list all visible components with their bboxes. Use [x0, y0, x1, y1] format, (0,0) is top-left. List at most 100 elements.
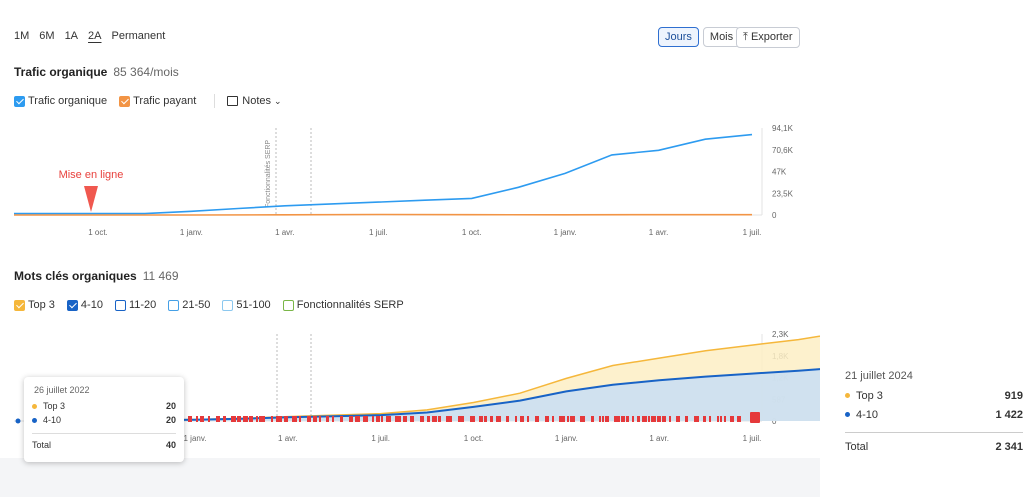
- event-flag: [567, 416, 569, 422]
- checkbox-icon[interactable]: [119, 95, 131, 107]
- event-flag: [386, 416, 391, 422]
- legend-label: 4-10: [80, 299, 103, 311]
- event-flag: [216, 416, 220, 422]
- event-flag: [703, 416, 706, 422]
- event-flag: [249, 416, 253, 422]
- event-flag: [651, 416, 656, 422]
- upload-icon: ⤒: [743, 31, 748, 43]
- x-tick-label: 1 janv.: [554, 228, 577, 237]
- summary-row-4-10: 4-10 1 422: [845, 405, 1023, 424]
- range-1a[interactable]: 1A: [64, 30, 79, 42]
- legend-label: Trafic organique: [28, 95, 108, 107]
- event-flag: [349, 416, 353, 422]
- checkbox-icon[interactable]: [14, 299, 25, 311]
- event-flag: [376, 416, 380, 422]
- event-flag: [196, 416, 198, 422]
- event-flag: [332, 416, 334, 422]
- x-tick-label: 1 avr.: [275, 228, 295, 237]
- x-tick-label: 1 avr.: [278, 434, 298, 443]
- checkbox-icon[interactable]: [14, 95, 25, 107]
- legend-label: 51-100: [236, 299, 271, 311]
- event-flag: [496, 416, 501, 422]
- event-flag: [527, 416, 529, 422]
- event-flag: [372, 416, 374, 422]
- event-flag: [403, 416, 407, 422]
- event-flag: [637, 416, 640, 422]
- x-tick-label: 1 oct.: [464, 434, 484, 443]
- event-flag: [292, 416, 297, 422]
- x-tick-label: 1 avr.: [649, 434, 669, 443]
- legend-label: Top 3: [28, 299, 55, 311]
- event-flag: [657, 416, 661, 422]
- y-tick-label: 47K: [772, 168, 787, 177]
- event-flag: [614, 416, 620, 422]
- legend-serp-features[interactable]: Fonctionnalités SERP: [282, 299, 404, 311]
- checkbox-icon[interactable]: [222, 299, 234, 311]
- legend-organic-traffic[interactable]: Trafic organique: [14, 95, 107, 107]
- range-permanent[interactable]: Permanent: [111, 30, 166, 42]
- event-flag: [243, 416, 248, 422]
- legend-paid-traffic[interactable]: Trafic payant: [119, 95, 196, 107]
- event-flag: [307, 416, 311, 422]
- event-flag: [605, 416, 609, 422]
- event-flag: [520, 416, 524, 422]
- checkbox-icon[interactable]: [114, 299, 126, 311]
- serp-marker-label: Fonctionnalités SERP: [265, 140, 272, 208]
- event-flag: [709, 416, 711, 422]
- legend-label: 11-20: [128, 299, 157, 311]
- x-tick-label: 1 juil.: [371, 434, 390, 443]
- legend-4-10[interactable]: 4-10: [66, 299, 103, 311]
- chart-tooltip: 26 juillet 2022 Top 3 20 4-10 20 Total 4…: [24, 377, 184, 462]
- legend-51-100[interactable]: 51-100: [222, 299, 271, 311]
- event-flag: [208, 416, 210, 422]
- event-flag: [237, 416, 241, 422]
- event-flag: [223, 416, 226, 422]
- range-2a[interactable]: 2A: [88, 30, 102, 42]
- event-flag: [420, 416, 424, 422]
- event-flag-badge: [750, 412, 760, 423]
- event-flag: [355, 416, 360, 422]
- event-flag: [446, 416, 452, 422]
- legend-label: Fonctionnalités SERP: [296, 299, 404, 311]
- checkbox-icon[interactable]: [282, 299, 294, 311]
- event-flag: [188, 416, 192, 422]
- tooltip-label: 4-10: [43, 415, 62, 425]
- event-flag: [256, 416, 258, 422]
- event-flag: [259, 416, 265, 422]
- summary-date: 21 juillet 2024: [845, 370, 913, 382]
- tooltip-row-top3: Top 3 20: [24, 399, 184, 413]
- y-tick-label: 0: [772, 211, 777, 220]
- traffic-title: Trafic organique 85 364/mois: [14, 65, 179, 79]
- legend-top3[interactable]: Top 3: [14, 299, 55, 311]
- jours-button[interactable]: Jours: [658, 27, 699, 47]
- event-flag: [515, 416, 517, 422]
- range-1m[interactable]: 1M: [14, 30, 30, 42]
- traffic-chart: 94,1K 70,6K 47K 23,5K 0 1 oct. 1 janv. 1 avr. 1 …: [14, 124, 794, 237]
- event-flag: [580, 416, 585, 422]
- footer-band: [0, 458, 820, 497]
- x-tick-label: 1 oct.: [462, 228, 482, 237]
- event-flag: [669, 416, 671, 422]
- y-tick-label: 23,5K: [772, 189, 794, 198]
- notes-dropdown[interactable]: Notes ⌄: [227, 95, 282, 107]
- legend-11-20[interactable]: 11-20: [114, 299, 157, 311]
- x-tick-label: 1 oct.: [88, 228, 108, 237]
- tooltip-total-value: 40: [165, 440, 176, 450]
- dot-icon: [32, 404, 37, 410]
- export-button[interactable]: ⤒ Exporter: [736, 27, 800, 48]
- event-flag: [479, 416, 483, 422]
- keywords-value: 11 469: [142, 269, 179, 283]
- series-start-point: [15, 418, 21, 424]
- event-flag: [570, 416, 575, 422]
- checkbox-icon[interactable]: [168, 299, 180, 311]
- notes-label: Notes: [242, 95, 272, 107]
- event-flag: [602, 416, 604, 422]
- checkbox-icon[interactable]: [66, 299, 78, 311]
- traffic-legend: Trafic organique Trafic payant Notes ⌄: [14, 94, 288, 108]
- legend-21-50[interactable]: 21-50: [168, 299, 210, 311]
- event-flag: [717, 416, 719, 422]
- y-tick-label: 0: [772, 417, 777, 426]
- mois-button[interactable]: Mois: [702, 27, 741, 47]
- range-6m[interactable]: 6M: [39, 30, 55, 42]
- tooltip-date: 26 juillet 2022: [34, 385, 90, 395]
